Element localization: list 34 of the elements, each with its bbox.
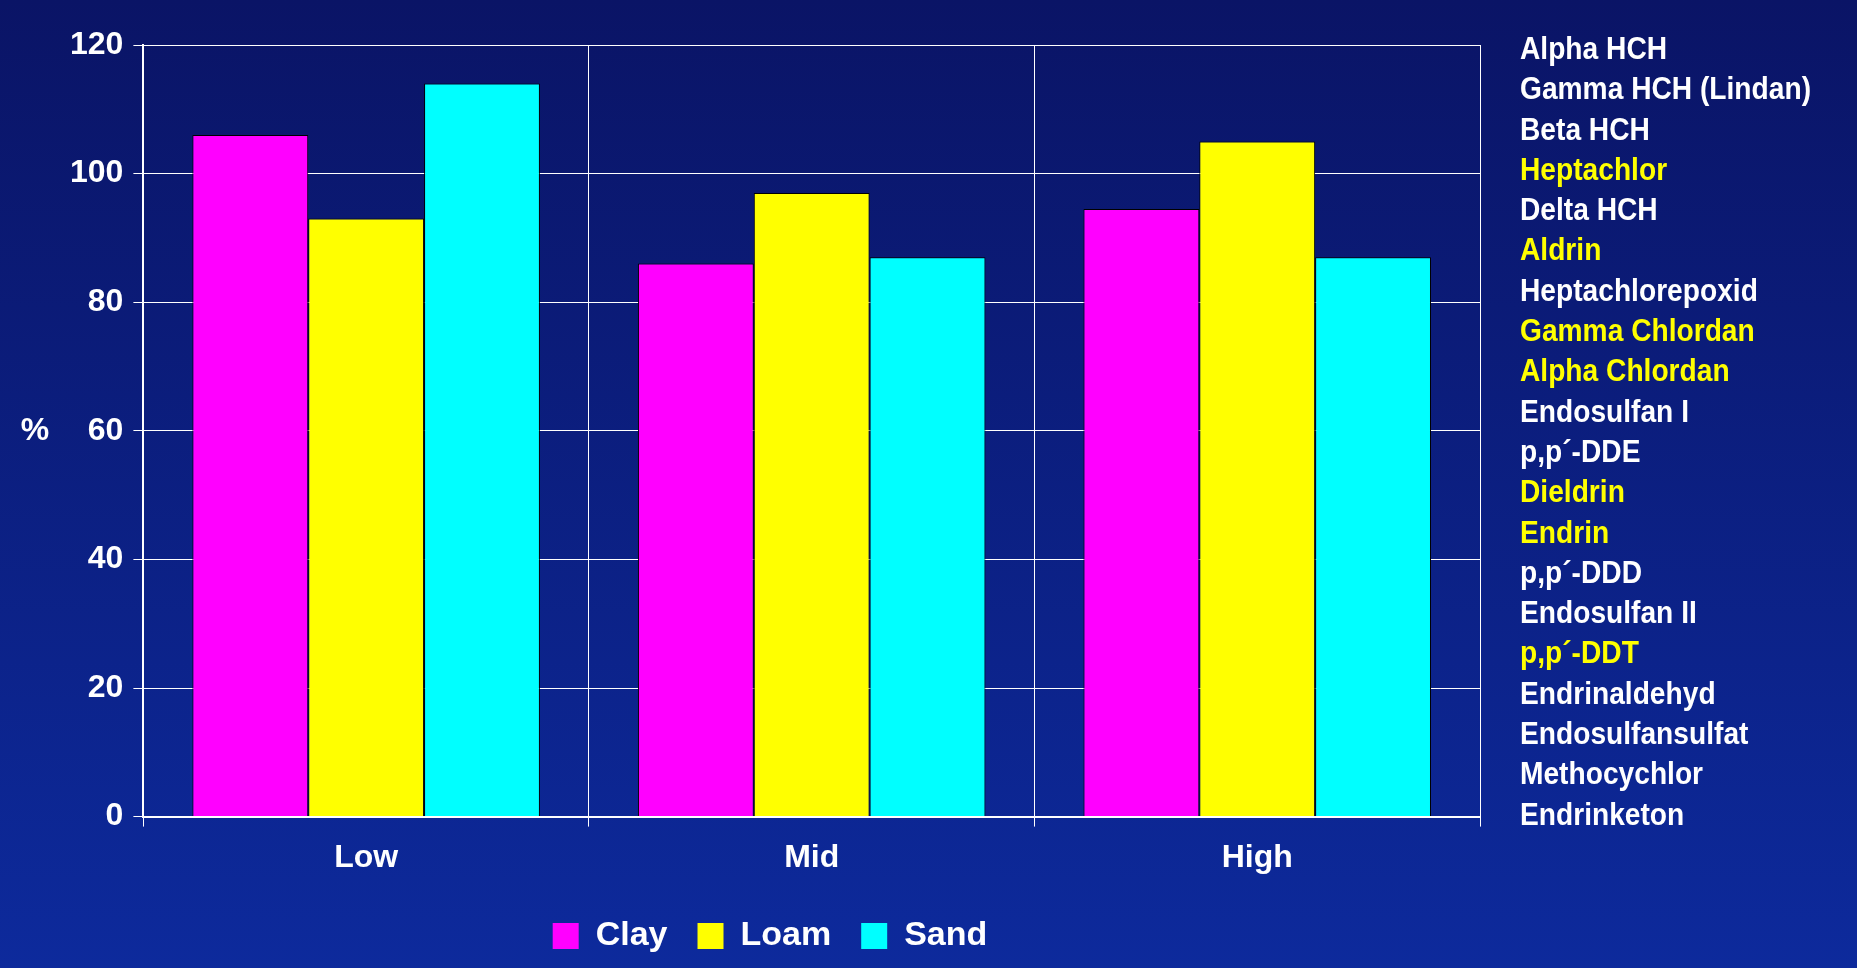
y-tick-label: 40	[87, 539, 124, 576]
text: Endosulfansulfat	[1520, 714, 1750, 754]
text: Alpha Chlordan	[1520, 351, 1731, 391]
y-axis-title: %	[20, 410, 50, 447]
text: Heptachlor	[1520, 149, 1669, 189]
legend-label: Sand	[904, 914, 988, 953]
text: Methocychlor	[1520, 754, 1705, 794]
text: Alpha HCH	[1520, 29, 1669, 68]
y-tick-label: 80	[87, 282, 124, 319]
text: Gamma HCH (Lindan)	[1520, 69, 1812, 109]
text: p,p´-DDD	[1520, 552, 1643, 592]
text: Endrinaldehyd	[1520, 673, 1717, 713]
x-tick-label: Low	[334, 837, 399, 874]
text: Dieldrin	[1520, 472, 1626, 512]
text: Endosulfan I	[1520, 391, 1690, 431]
y-tick-label: 20	[87, 667, 124, 704]
text: Gamma Chlordan	[1520, 311, 1756, 351]
x-tick-label: Mid	[784, 837, 840, 874]
y-tick-label: 0	[105, 796, 124, 833]
text: Delta HCH	[1520, 190, 1659, 230]
text: Heptachlorepoxid	[1520, 270, 1759, 310]
text: Endrinketon	[1520, 794, 1686, 834]
y-tick-label: 100	[70, 153, 124, 190]
text: Endrin	[1520, 512, 1611, 552]
text: Endosulfan II	[1520, 593, 1698, 633]
text: Aldrin	[1520, 230, 1603, 270]
x-tick-label: High	[1221, 837, 1293, 874]
legend-label: Clay	[595, 914, 668, 953]
legend-label: Loam	[740, 914, 832, 953]
y-tick-label: 120	[70, 24, 124, 61]
text: p,p´-DDE	[1520, 431, 1642, 471]
text: p,p´-DDT	[1520, 633, 1640, 673]
y-tick-label: 60	[87, 410, 124, 447]
text: Beta HCH	[1520, 109, 1651, 149]
